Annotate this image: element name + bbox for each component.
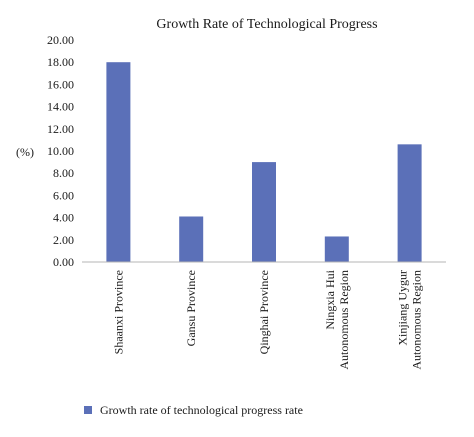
y-tick-label: 4.00: [53, 211, 74, 225]
x-tick-label-line: Qinghai Province: [257, 270, 271, 354]
x-tick-label-line: Ningxia Hui: [323, 269, 337, 329]
y-tick-label: 6.00: [53, 188, 74, 202]
x-tick-label: Shaanxi Province: [111, 270, 125, 354]
bar: [397, 144, 422, 262]
bar: [106, 62, 131, 263]
legend: Growth rate of technological progress ra…: [84, 403, 303, 417]
x-tick-label: Qinghai Province: [257, 270, 271, 354]
y-tick-label: 0.00: [53, 255, 74, 269]
y-tick-label: 14.00: [47, 100, 74, 114]
x-tick-label-line: Shaanxi Province: [111, 270, 125, 354]
chart-title: Growth Rate of Technological Progress: [156, 17, 377, 32]
x-tick-label-line: Autonomous Region: [410, 270, 424, 370]
x-tick-label: Xinjiang UygurAutonomous Region: [396, 270, 424, 370]
bar: [252, 162, 276, 262]
y-tick-labels: 0.00 2.00 4.00 6.00 8.00 10.00 12.00 14.00 16.00…: [47, 33, 74, 269]
y-tick-label: 18.00: [47, 55, 74, 69]
y-tick-label: 20.00: [47, 33, 74, 47]
bars: [106, 62, 422, 263]
y-axis-label: (%): [16, 145, 34, 159]
x-tick-labels: Shaanxi Province Gansu Province Qinghai Pr…: [111, 269, 423, 369]
x-tick-label-line: Gansu Province: [184, 270, 198, 346]
x-tick-label: Gansu Province: [184, 270, 198, 346]
bar: [179, 216, 204, 262]
y-tick-label: 16.00: [47, 77, 74, 91]
y-tick-label: 8.00: [53, 166, 74, 180]
legend-label: Growth rate of technological progress ra…: [100, 403, 303, 417]
y-tick-label: 12.00: [47, 122, 74, 136]
bar: [324, 236, 349, 262]
x-tick-label-line: Xinjiang Uygur: [396, 270, 410, 346]
y-tick-label: 2.00: [53, 233, 74, 247]
x-tick-label: Ningxia HuiAutonomous Region: [323, 269, 351, 369]
legend-swatch: [84, 406, 92, 414]
x-tick-label-line: Autonomous Region: [337, 270, 351, 370]
y-tick-label: 10.00: [47, 144, 74, 158]
